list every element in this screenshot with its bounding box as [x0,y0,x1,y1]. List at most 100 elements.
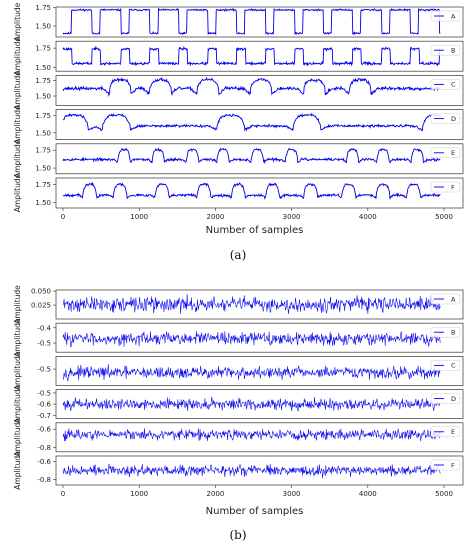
legend-label: D [451,395,456,403]
y-tick-label: 0.025 [31,302,51,310]
x-tick-label: 5000 [435,213,453,221]
x-tick-label: 5000 [435,490,453,498]
y-axis-label: Amplitude [13,2,22,41]
subplot-d: 1.50 1.75 Amplitude D [13,105,464,144]
y-tick-label: 0.050 [31,288,51,296]
subplot-frame [55,6,464,38]
y-tick-label: -0.6 [37,426,51,434]
subplot-frame [55,389,464,419]
series-line-a [62,294,441,314]
subplot-frame [55,40,464,72]
series-line-b [62,45,441,67]
y-axis-label: Amplitude [13,37,22,76]
y-axis-label: Amplitude [13,351,22,390]
y-tick-label: 1.50 [35,165,51,173]
x-tick-label: 4000 [359,490,377,498]
y-tick-label: -0.5 [37,340,51,348]
y-tick-label: 1.50 [35,199,51,207]
legend-label: B [451,47,455,55]
subplot-frame [55,109,464,140]
y-axis-label: Amplitude [13,451,22,490]
legend-label: F [451,461,455,469]
panel-caption: (a) [230,248,247,262]
y-tick-label: 1.75 [35,112,51,120]
subplot-a: 1.50 1.75 Amplitude A [13,2,464,41]
subplot-b: 1.50 1.75 Amplitude B [13,37,464,76]
y-tick-label: -0.7 [37,412,51,420]
y-tick-label: 1.75 [35,77,51,85]
series-line-a [62,7,441,36]
y-tick-label: 1.50 [35,64,51,72]
y-tick-label: -0.6 [37,458,51,466]
series-line-c [62,364,441,382]
subplot-e: 1.50 1.75 Amplitude E [13,139,464,178]
x-tick-label: 0 [61,213,65,221]
y-tick-label: -0.6 [37,401,51,409]
y-tick-label: 1.75 [35,4,51,12]
y-axis-label: Amplitude [13,285,22,324]
y-tick-label: 1.50 [35,23,51,31]
legend-label: D [451,115,456,123]
y-tick-label: -0.8 [37,444,51,452]
legend-label: F [451,183,455,191]
legend-box [430,360,461,371]
legend-label: E [451,428,455,436]
subplot-f: -0.6 -0.8 Amplitude F [13,451,464,490]
y-axis-label: Amplitude [13,139,22,178]
x-tick-label: 2000 [206,213,224,221]
y-tick-label: -0.4 [37,324,51,332]
y-axis-label: Amplitude [13,384,22,423]
x-tick-label: 3000 [283,213,301,221]
y-axis-label: Amplitude [13,105,22,144]
legend-label: C [451,81,456,89]
x-tick-label: 1000 [130,213,148,221]
legend-box [430,326,461,338]
series-line-e [62,147,441,165]
y-tick-label: 1.50 [35,93,51,101]
legend-box [430,79,461,90]
legend-label: E [451,149,455,157]
subplot-frame [55,322,464,353]
chart-panel-group-a: 1.50 1.75 Amplitude A 1.50 1.75 Amplitude B 1.50… [13,2,464,262]
y-tick-label: -0.5 [37,389,51,397]
legend-box [430,393,461,404]
series-line-d [62,112,441,132]
y-tick-label: 1.75 [35,181,51,189]
subplot-c: -0.5 Amplitude C [13,351,464,390]
legend-box [430,426,461,438]
x-tick-label: 1000 [130,490,148,498]
panel-caption: (b) [229,528,246,542]
subplot-b: -0.4 -0.5 Amplitude B [13,318,464,357]
y-axis-label: Amplitude [13,71,22,110]
y-tick-label: -0.5 [37,366,51,374]
legend-box [430,44,461,56]
series-line-c [62,76,441,98]
y-tick-label: 1.75 [35,147,51,155]
series-line-e [62,428,441,442]
legend-box [430,113,461,124]
legend-label: A [451,12,456,20]
legend-box [430,147,461,159]
x-tick-label: 4000 [359,213,377,221]
y-tick-label: -0.8 [37,476,51,484]
legend-label: A [451,295,456,303]
x-axis-label: Number of samples [206,225,304,236]
y-tick-label: 1.50 [35,129,51,137]
series-line-d [62,396,441,412]
x-axis-label: Number of samples [206,506,304,517]
subplot-e: -0.6 -0.8 Amplitude E [13,418,464,457]
subplot-d: -0.5 -0.6 -0.7 Amplitude D [13,384,464,423]
subplot-frame [55,177,464,209]
legend-box [430,181,461,193]
x-tick-label: 2000 [206,490,224,498]
y-axis-label: Amplitude [13,318,22,357]
legend-label: B [451,329,455,337]
subplot-frame [55,455,464,486]
subplot-f: 1.50 1.75 Amplitude F [13,173,464,212]
subplot-frame [55,75,464,106]
legend-label: C [451,362,456,370]
subplot-c: 1.50 1.75 Amplitude C [13,71,464,110]
series-line-f [62,463,441,479]
